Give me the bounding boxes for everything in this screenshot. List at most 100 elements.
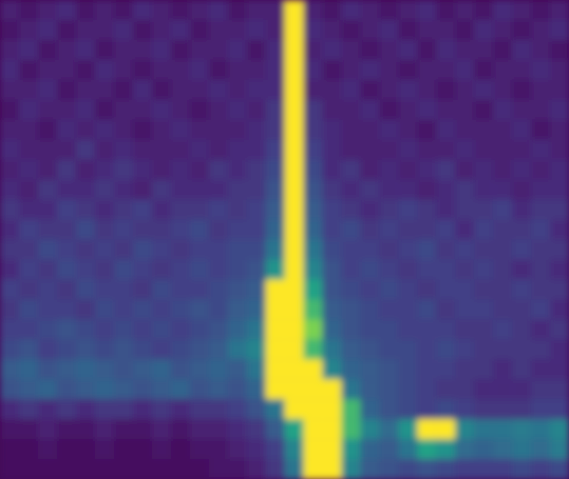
- cell: [474, 259, 494, 280]
- cell: [266, 60, 286, 81]
- cell: [285, 120, 305, 141]
- cell: [531, 299, 551, 320]
- cell: [209, 80, 229, 101]
- cell: [417, 339, 437, 360]
- cell: [455, 279, 475, 300]
- cell: [152, 40, 172, 61]
- cell: [398, 140, 418, 161]
- cell: [190, 200, 210, 221]
- cell: [531, 319, 551, 340]
- cell: [360, 120, 380, 141]
- cell: [38, 0, 58, 21]
- cell: [531, 459, 551, 479]
- cell: [550, 399, 569, 420]
- cell: [417, 220, 437, 241]
- cell: [114, 279, 134, 300]
- cell: [285, 379, 305, 400]
- cell: [285, 100, 305, 121]
- cell: [550, 240, 569, 261]
- cell: [455, 200, 475, 221]
- cell: [474, 120, 494, 141]
- cell: [512, 419, 532, 440]
- cell: [114, 80, 134, 101]
- cell: [95, 200, 115, 221]
- cell: [57, 259, 77, 280]
- cell: [190, 20, 210, 41]
- cell: [398, 240, 418, 261]
- cell: [531, 0, 551, 21]
- cell: [341, 379, 361, 400]
- cell: [550, 220, 569, 241]
- cell: [285, 459, 305, 479]
- cell: [285, 299, 305, 320]
- cell: [285, 0, 305, 21]
- cell: [266, 259, 286, 280]
- cell: [171, 279, 191, 300]
- cell: [247, 200, 267, 221]
- plot-area: [0, 0, 569, 479]
- cell: [341, 299, 361, 320]
- cell: [417, 379, 437, 400]
- cell: [455, 319, 475, 340]
- cell: [209, 319, 229, 340]
- cell: [436, 379, 456, 400]
- cell: [228, 299, 248, 320]
- cell: [436, 339, 456, 360]
- cell: [171, 20, 191, 41]
- cell: [493, 160, 513, 181]
- cell: [38, 339, 58, 360]
- cell: [0, 240, 20, 261]
- cell: [531, 439, 551, 460]
- cell: [190, 220, 210, 241]
- cell: [398, 259, 418, 280]
- cell: [417, 240, 437, 261]
- cell: [133, 379, 153, 400]
- cell: [171, 220, 191, 241]
- cell: [133, 60, 153, 81]
- cell: [247, 60, 267, 81]
- cell: [341, 419, 361, 440]
- cell: [209, 439, 229, 460]
- cell: [19, 379, 39, 400]
- cell: [360, 399, 380, 420]
- cell: [303, 399, 323, 420]
- cell: [398, 60, 418, 81]
- cell: [341, 80, 361, 101]
- cell: [417, 40, 437, 61]
- cell: [436, 299, 456, 320]
- cell: [133, 240, 153, 261]
- cell: [512, 220, 532, 241]
- cell: [493, 180, 513, 201]
- cell: [247, 459, 267, 479]
- cell: [398, 439, 418, 460]
- cell: [190, 339, 210, 360]
- cells: [0, 0, 569, 479]
- cell: [474, 20, 494, 41]
- cell: [493, 200, 513, 221]
- cell: [228, 259, 248, 280]
- cell: [455, 439, 475, 460]
- cell: [398, 40, 418, 61]
- cell: [76, 259, 96, 280]
- cell: [455, 40, 475, 61]
- cell: [455, 299, 475, 320]
- cell: [322, 180, 342, 201]
- cell: [493, 40, 513, 61]
- cell: [228, 180, 248, 201]
- cell: [152, 60, 172, 81]
- cell: [247, 120, 267, 141]
- cell: [38, 100, 58, 121]
- cell: [19, 319, 39, 340]
- cell: [114, 339, 134, 360]
- cell: [436, 439, 456, 460]
- cell: [512, 439, 532, 460]
- cell: [19, 279, 39, 300]
- cell: [247, 399, 267, 420]
- cell: [360, 40, 380, 61]
- cell: [341, 399, 361, 420]
- cell: [209, 60, 229, 81]
- cell: [531, 100, 551, 121]
- cell: [133, 259, 153, 280]
- cell: [114, 180, 134, 201]
- cell: [19, 80, 39, 101]
